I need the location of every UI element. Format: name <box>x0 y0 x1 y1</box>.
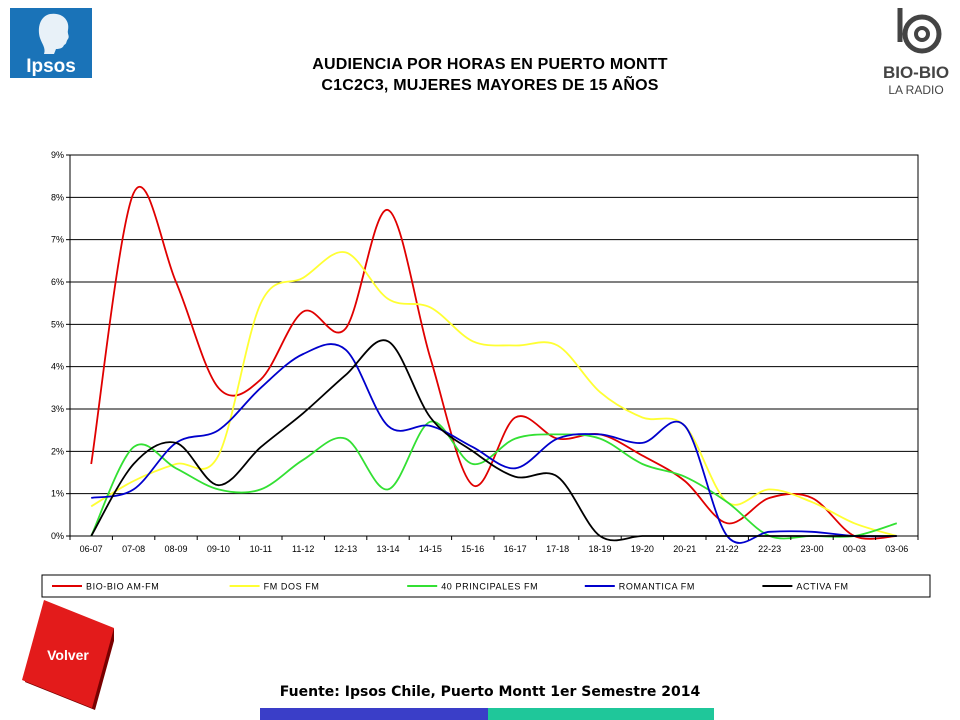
x-tick-label: 03-06 <box>885 544 908 554</box>
biobio-logo-icon <box>897 8 942 54</box>
series-line-bio-bio-am-fm <box>90 185 897 540</box>
x-tick-label: 18-19 <box>588 544 611 554</box>
y-tick-label: 6% <box>51 277 64 287</box>
x-tick-label: 00-03 <box>843 544 866 554</box>
ipsos-logo-text: Ipsos <box>26 56 76 77</box>
footer-bar-blue <box>260 708 488 720</box>
x-tick-label: 19-20 <box>631 544 654 554</box>
y-tick-label: 8% <box>51 192 64 202</box>
x-tick-label: 12-13 <box>334 544 357 554</box>
ipsos-logo: Ipsos <box>10 8 92 78</box>
y-tick-label: 5% <box>51 319 64 329</box>
x-tick-label: 14-15 <box>419 544 442 554</box>
y-tick-label: 2% <box>51 446 64 456</box>
series-line-romantica-fm <box>91 343 897 544</box>
x-tick-label: 21-22 <box>716 544 739 554</box>
y-tick-label: 0% <box>51 531 64 541</box>
series-line-activa-fm <box>90 339 897 542</box>
y-tick-label: 9% <box>51 150 64 160</box>
title-line-2: C1C2C3, MUJERES MAYORES DE 15 AÑOS <box>321 77 659 94</box>
legend-label: BIO-BIO AM-FM <box>86 582 159 592</box>
biobio-logo-subtext: LA RADIO <box>888 83 943 97</box>
page-title: AUDIENCIA POR HORAS EN PUERTO MONTT C1C2… <box>200 54 780 96</box>
volver-label: Volver <box>47 647 89 663</box>
x-tick-label: 11-12 <box>292 544 314 554</box>
x-tick-label: 13-14 <box>376 544 399 554</box>
series-line-fm-dos-fm <box>90 251 898 537</box>
x-tick-label: 16-17 <box>504 544 527 554</box>
x-tick-label: 06-07 <box>80 544 103 554</box>
ipsos-head-icon <box>38 13 69 54</box>
x-tick-label: 17-18 <box>546 544 569 554</box>
x-tick-label: 10-11 <box>250 544 272 554</box>
x-tick-label: 07-08 <box>122 544 145 554</box>
x-tick-label: 09-10 <box>207 544 230 554</box>
series-line-40-principales-fm <box>90 420 898 540</box>
x-tick-label: 20-21 <box>673 544 696 554</box>
y-tick-label: 7% <box>51 235 64 245</box>
legend-box <box>41 574 931 598</box>
legend-label: 40 PRINCIPALES FM <box>441 582 538 592</box>
x-tick-label: 08-09 <box>164 544 187 554</box>
legend-label: ROMANTICA FM <box>619 582 695 592</box>
volver-button[interactable]: Volver <box>22 598 114 710</box>
x-tick-label: 23-00 <box>800 544 823 554</box>
legend-label: ACTIVA FM <box>796 582 848 592</box>
y-tick-label: 3% <box>51 404 64 414</box>
y-tick-label: 1% <box>51 489 64 499</box>
biobio-logo: BIO-BIO LA RADIO <box>883 8 949 97</box>
legend-label: FM DOS FM <box>264 582 320 592</box>
y-tick-label: 4% <box>51 362 64 372</box>
source-note: Fuente: Ipsos Chile, Puerto Montt 1er Se… <box>279 684 701 700</box>
title-line-1: AUDIENCIA POR HORAS EN PUERTO MONTT <box>312 56 668 73</box>
x-tick-label: 22-23 <box>758 544 781 554</box>
x-tick-label: 15-16 <box>461 544 484 554</box>
footer-bar-teal <box>488 708 714 720</box>
biobio-logo-text: BIO-BIO <box>883 63 949 82</box>
